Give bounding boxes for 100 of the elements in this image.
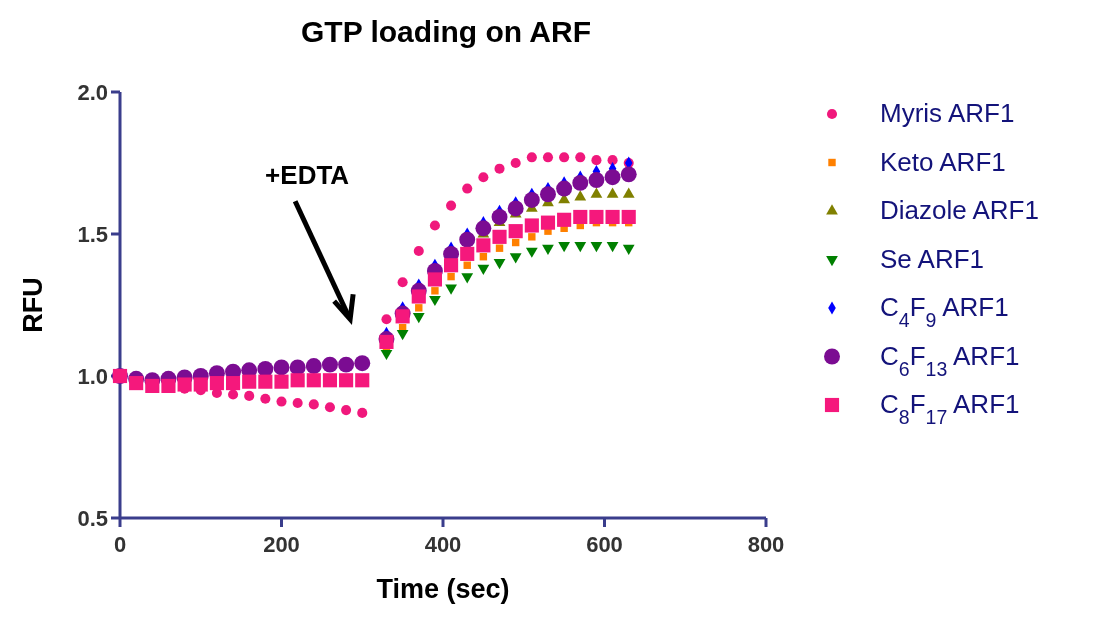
x-tick-label: 0 <box>113 532 127 557</box>
point <box>209 376 224 391</box>
point <box>621 209 636 225</box>
point <box>557 212 572 227</box>
point <box>395 309 410 324</box>
point <box>572 174 589 191</box>
point <box>523 191 540 208</box>
point <box>177 377 192 392</box>
x-tick-label: 800 <box>747 532 785 557</box>
point <box>446 200 457 211</box>
y-axis-title: RFU <box>18 277 48 333</box>
y-tick-label: 0.5 <box>77 506 108 531</box>
point <box>242 374 257 389</box>
point <box>540 215 556 230</box>
point <box>257 360 274 377</box>
point <box>427 272 442 287</box>
point <box>590 241 603 253</box>
point <box>492 229 507 244</box>
point <box>589 209 604 225</box>
point <box>528 233 536 241</box>
point <box>478 172 489 183</box>
point <box>461 273 474 284</box>
point <box>510 157 521 169</box>
point <box>590 187 603 198</box>
point <box>605 209 620 225</box>
point <box>228 389 239 400</box>
point <box>339 373 354 388</box>
point <box>292 397 303 409</box>
x-tick-label: 600 <box>586 532 623 557</box>
point <box>447 272 455 281</box>
point <box>415 304 423 312</box>
point <box>491 209 508 225</box>
point <box>622 187 635 198</box>
point <box>129 376 144 391</box>
x-tick-label: 200 <box>263 532 300 557</box>
point <box>321 356 338 373</box>
point <box>260 393 271 404</box>
point <box>540 186 556 203</box>
annotation: +EDTA <box>265 160 350 191</box>
point <box>322 373 338 388</box>
x-tick-label: 400 <box>424 532 462 557</box>
point <box>429 220 440 231</box>
point <box>575 152 586 163</box>
point <box>161 378 176 394</box>
point <box>341 405 352 416</box>
point <box>459 231 476 248</box>
legend-label: Diazole ARF1 <box>880 195 1039 225</box>
point <box>445 284 457 295</box>
point <box>290 373 305 388</box>
legend-label: Myris ARF1 <box>880 98 1015 128</box>
point <box>397 277 408 288</box>
point <box>429 295 441 307</box>
x-axis-title: Time (sec) <box>376 574 510 604</box>
point <box>620 166 637 183</box>
point <box>381 314 392 325</box>
legend-label: Keto ARF1 <box>880 146 1006 177</box>
legend-label: C$_{4}$F$_{9}$ ARF1 <box>880 292 1009 331</box>
point <box>354 355 371 372</box>
point <box>477 264 490 275</box>
point <box>607 155 618 166</box>
point <box>324 402 335 413</box>
point <box>542 152 554 163</box>
point <box>588 172 605 188</box>
point <box>338 356 355 373</box>
point <box>526 152 537 163</box>
point <box>274 374 289 389</box>
point <box>413 246 424 257</box>
point <box>606 187 619 198</box>
point <box>573 209 588 225</box>
point <box>525 247 538 258</box>
y-tick-label: 1.5 <box>77 222 108 247</box>
point <box>559 152 570 163</box>
point <box>357 407 368 418</box>
point <box>355 373 370 388</box>
point <box>258 374 273 389</box>
y-tick-label: 2.0 <box>77 80 108 105</box>
point <box>475 220 492 237</box>
point <box>509 253 522 264</box>
point <box>558 241 571 253</box>
point <box>244 390 255 401</box>
point <box>145 378 160 394</box>
legend-label: C$_{6}$F$_{13}$ ARF1 <box>880 340 1020 380</box>
point <box>305 358 322 375</box>
point <box>396 330 409 341</box>
point <box>604 169 621 186</box>
chart-title: GTP loading on ARF <box>301 15 591 48</box>
point <box>412 312 425 324</box>
point <box>574 190 587 201</box>
legend-label: Se ARF1 <box>880 243 985 274</box>
point <box>507 200 524 217</box>
point <box>494 163 505 174</box>
point <box>495 244 504 252</box>
y-tick-label: 1.0 <box>77 364 108 389</box>
point <box>460 246 475 261</box>
point <box>542 244 554 255</box>
point <box>225 376 241 391</box>
point <box>431 287 439 295</box>
point <box>606 241 619 253</box>
point <box>622 244 635 255</box>
point <box>476 238 491 253</box>
